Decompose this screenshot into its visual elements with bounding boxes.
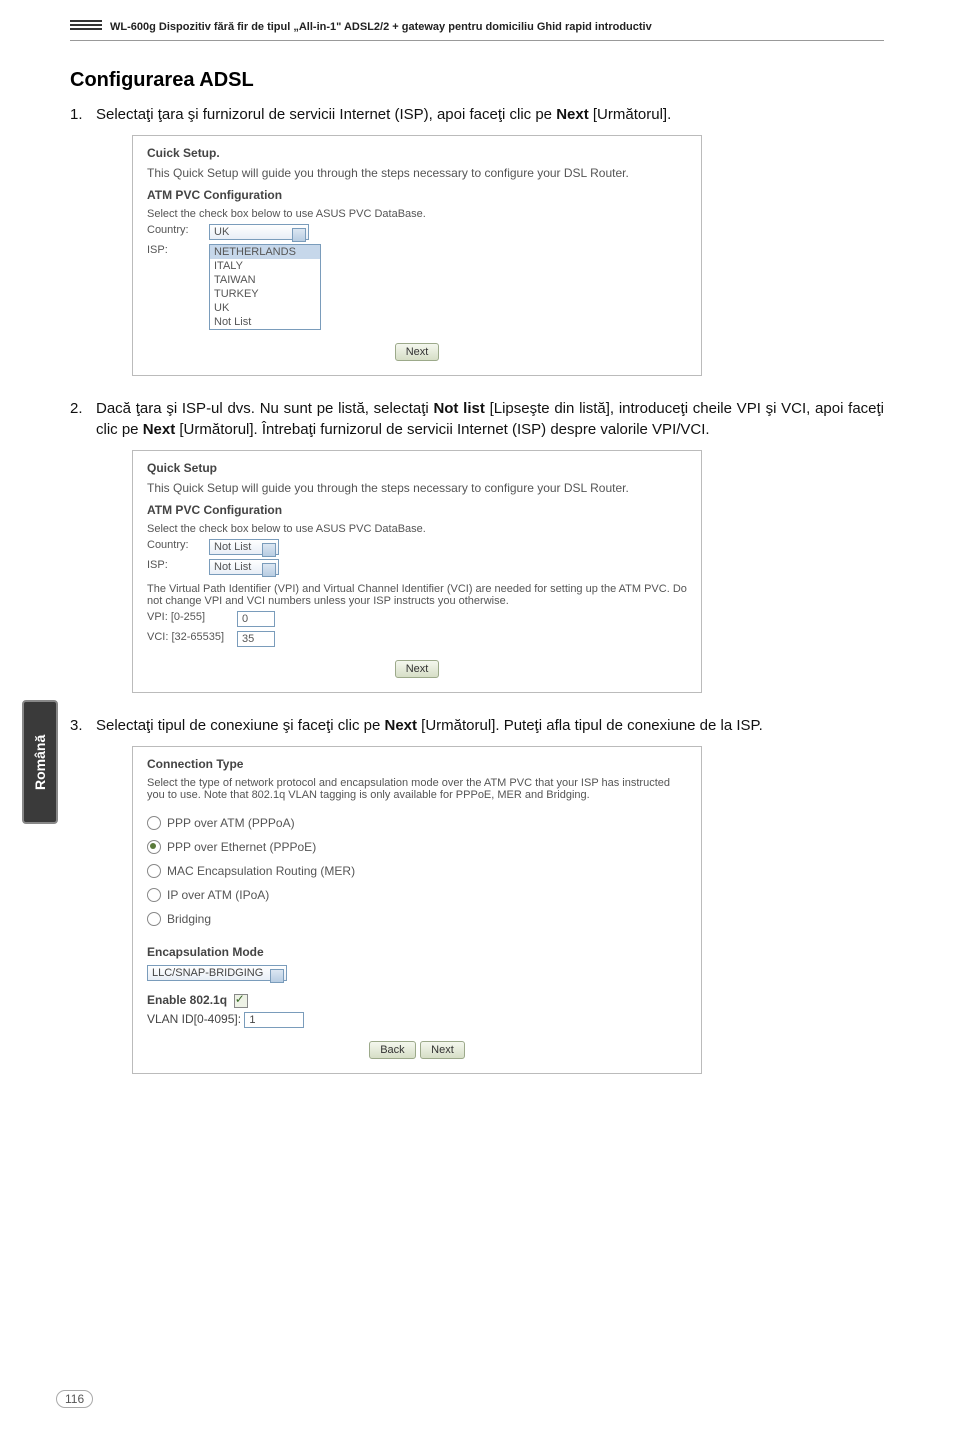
ss2-vpi-label: VPI: [0-255] [147, 611, 237, 623]
ss2-isp-label: ISP: [147, 559, 209, 571]
screenshot-quick-setup-2: Quick Setup This Quick Setup will guide … [132, 450, 702, 693]
step-3-text: Selectaţi tipul de conexiune şi faceţi c… [96, 715, 884, 736]
ss2-country-label: Country: [147, 539, 209, 551]
language-tab: Română [22, 700, 58, 824]
ss3-desc: Select the type of network protocol and … [147, 777, 687, 801]
ss3-radio-pppoe[interactable]: PPP over Ethernet (PPPoE) [147, 835, 687, 859]
radio-icon [147, 912, 161, 926]
step-1-text: Selectaţi ţara şi furnizorul de servicii… [96, 104, 884, 125]
ss2-desc: This Quick Setup will guide you through … [147, 481, 687, 495]
screenshot-connection-type: Connection Type Select the type of netwo… [132, 746, 702, 1074]
ss1-hint: Select the check box below to use ASUS P… [147, 208, 687, 220]
ss2-title: Quick Setup [147, 461, 687, 475]
list-item[interactable]: TURKEY [210, 287, 320, 301]
page-number: 116 [56, 1390, 93, 1408]
ss2-vci-label: VCI: [32-65535] [147, 631, 237, 643]
ss2-isp-select[interactable]: Not List [209, 559, 279, 575]
step-1-number: 1. [70, 104, 96, 125]
list-item[interactable]: Not List [210, 315, 320, 329]
ss3-enc-select[interactable]: LLC/SNAP-BRIDGING [147, 965, 287, 981]
screenshot-quick-setup-1: Cuick Setup. This Quick Setup will guide… [132, 135, 702, 376]
ss3-back-button[interactable]: Back [369, 1041, 415, 1059]
ss2-vci-input[interactable]: 35 [237, 631, 275, 647]
ss3-vlan-label: VLAN ID[0-4095]: [147, 1012, 241, 1026]
step-2-text: Dacă ţara şi ISP-ul dvs. Nu sunt pe list… [96, 398, 884, 440]
list-item[interactable]: NETHERLANDS [210, 245, 320, 259]
ss1-country-select[interactable]: UK [209, 224, 309, 240]
ss1-next-button[interactable]: Next [395, 343, 440, 361]
header-text: WL-600g Dispozitiv fără fir de tipul „Al… [110, 21, 652, 33]
list-item[interactable]: ITALY [210, 259, 320, 273]
ss3-enc-title: Encapsulation Mode [147, 945, 687, 959]
ss1-subtitle: ATM PVC Configuration [147, 188, 687, 202]
ss2-country-select[interactable]: Not List [209, 539, 279, 555]
ss3-enable-label: Enable 802.1q [147, 993, 227, 1007]
radio-icon [147, 888, 161, 902]
ss3-radio-mer[interactable]: MAC Encapsulation Routing (MER) [147, 859, 687, 883]
ss1-isp-label: ISP: [147, 244, 209, 256]
list-item[interactable]: UK [210, 301, 320, 315]
ss2-subtitle: ATM PVC Configuration [147, 503, 687, 517]
ss3-radio-bridging[interactable]: Bridging [147, 907, 687, 931]
radio-icon [147, 816, 161, 830]
ss3-enable-checkbox[interactable] [234, 994, 248, 1008]
ss2-vpi-vci-desc: The Virtual Path Identifier (VPI) and Vi… [147, 583, 687, 607]
step-1: 1. Selectaţi ţara şi furnizorul de servi… [70, 104, 884, 125]
section-title: Configurarea ADSL [70, 69, 884, 92]
list-item[interactable]: TAIWAN [210, 273, 320, 287]
ss3-radio-pppoa[interactable]: PPP over ATM (PPPoA) [147, 811, 687, 835]
step-2-number: 2. [70, 398, 96, 440]
ss3-vlan-input[interactable]: 1 [244, 1012, 304, 1028]
ss2-vpi-input[interactable]: 0 [237, 611, 275, 627]
step-2: 2. Dacă ţara şi ISP-ul dvs. Nu sunt pe l… [70, 398, 884, 440]
document-header: WL-600g Dispozitiv fără fir de tipul „Al… [70, 20, 884, 41]
radio-icon [147, 840, 161, 854]
ss1-desc: This Quick Setup will guide you through … [147, 166, 687, 180]
ss3-title: Connection Type [147, 757, 687, 771]
ss1-country-label: Country: [147, 224, 209, 236]
step-3-number: 3. [70, 715, 96, 736]
ss1-isp-listbox[interactable]: NETHERLANDS ITALY TAIWAN TURKEY UK Not L… [209, 244, 321, 330]
ss3-radio-ipoa[interactable]: IP over ATM (IPoA) [147, 883, 687, 907]
ss3-next-button[interactable]: Next [420, 1041, 465, 1059]
ss1-title: Cuick Setup. [147, 146, 687, 160]
radio-icon [147, 864, 161, 878]
logo-icon [70, 20, 102, 34]
ss2-next-button[interactable]: Next [395, 660, 440, 678]
step-3: 3. Selectaţi tipul de conexiune şi faceţ… [70, 715, 884, 736]
ss2-hint: Select the check box below to use ASUS P… [147, 523, 687, 535]
